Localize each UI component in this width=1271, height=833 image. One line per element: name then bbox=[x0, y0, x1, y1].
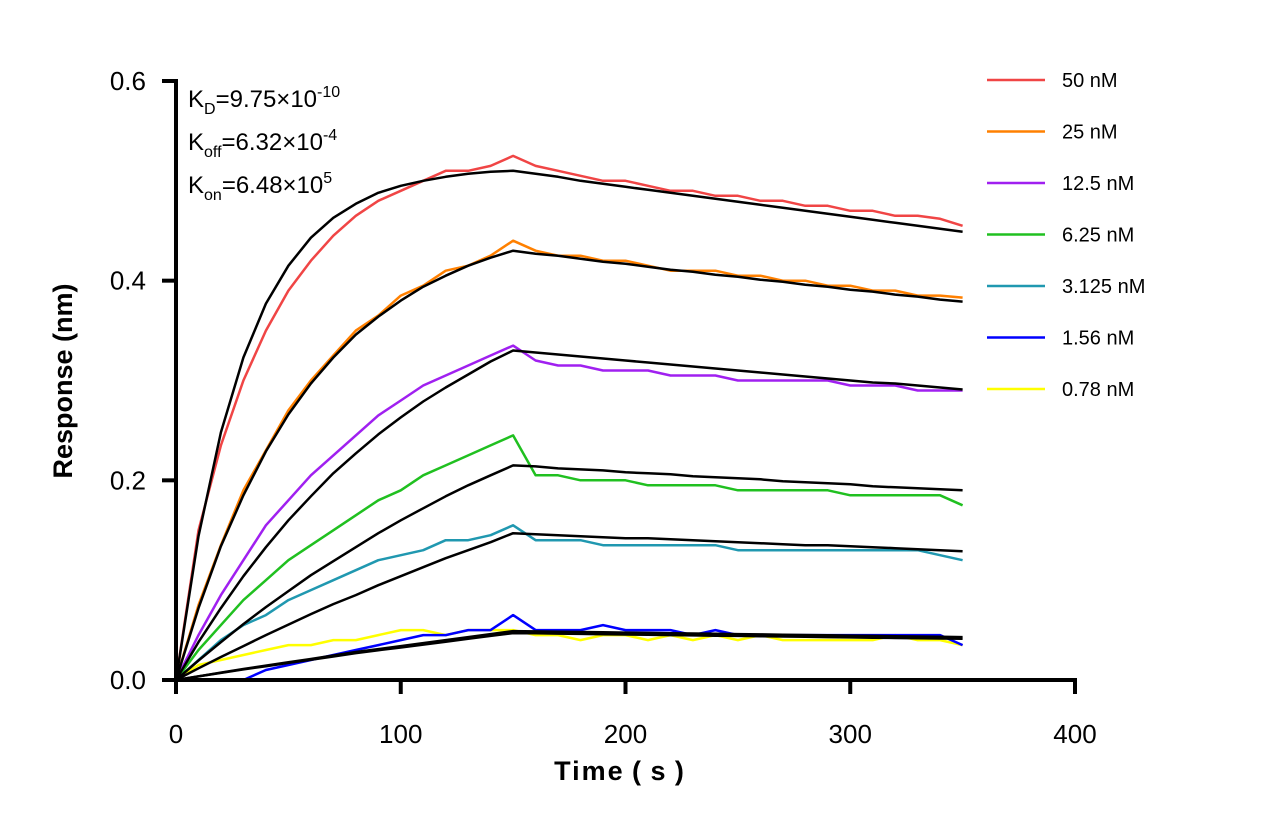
legend-label: 25 nM bbox=[1062, 122, 1118, 144]
x-tick-label: 200 bbox=[604, 719, 647, 749]
x-axis-label: Time ( s ) bbox=[554, 756, 686, 786]
kinetic-annotations: KD=9.75×10-10 Koff=6.32×10-4 Kon=6.48×10… bbox=[188, 84, 340, 204]
plot-area bbox=[174, 154, 964, 682]
fit-line-6_25-nM bbox=[175, 464, 963, 681]
series-line-3_125-nM bbox=[175, 524, 963, 681]
y-tick-label: 0.6 bbox=[110, 66, 146, 96]
y-tick-label: 0.4 bbox=[110, 266, 146, 296]
y-tick-label: 0.2 bbox=[110, 465, 146, 495]
fit-line-25-nM bbox=[174, 249, 963, 681]
series-line-50-nM bbox=[174, 154, 963, 681]
legend-label: 3.125 nM bbox=[1062, 276, 1145, 298]
fit-line-50-nM bbox=[174, 169, 963, 681]
legend-label: 1.56 nM bbox=[1062, 328, 1134, 350]
y-axis-label: Response (nm) bbox=[48, 283, 78, 478]
kd-annotation: KD=9.75×10-10 bbox=[188, 84, 340, 118]
legend: 50 nM 25 nM 12.5 nM 6.25 nM 3.125 nM 1.56 nM 0… bbox=[987, 70, 1145, 401]
legend-label: 6.25 nM bbox=[1062, 225, 1134, 247]
series-line-1_56-nM bbox=[176, 613, 964, 682]
legend-label: 50 nM bbox=[1062, 70, 1118, 92]
series-line-25-nM bbox=[174, 239, 963, 681]
legend-item: 25 nM bbox=[987, 122, 1118, 144]
x-tick-label: 0 bbox=[169, 719, 183, 749]
legend-item: 12.5 nM bbox=[987, 173, 1134, 195]
fit-line-3_125-nM bbox=[175, 531, 963, 682]
ticks: 0 100 200 300 400 0.0 0.2 0.4 0.6 bbox=[110, 66, 1097, 749]
legend-label: 0.78 nM bbox=[1062, 379, 1134, 401]
x-tick-label: 100 bbox=[379, 719, 422, 749]
fit-line-12_5-nM bbox=[174, 349, 963, 681]
legend-item: 3.125 nM bbox=[987, 276, 1145, 298]
legend-item: 0.78 nM bbox=[987, 379, 1134, 401]
fit-line-1_56-nM bbox=[175, 629, 963, 682]
legend-item: 1.56 nM bbox=[987, 328, 1134, 350]
koff-annotation: Koff=6.32×10-4 bbox=[188, 127, 337, 161]
series-line-12_5-nM bbox=[174, 344, 963, 681]
series-line-0_78-nM bbox=[175, 628, 963, 682]
legend-item: 6.25 nM bbox=[987, 225, 1134, 247]
series-line-6_25-nM bbox=[175, 434, 964, 681]
legend-label: 12.5 nM bbox=[1062, 173, 1134, 195]
legend-item: 50 nM bbox=[987, 70, 1118, 92]
y-tick-label: 0.0 bbox=[110, 665, 146, 695]
x-tick-label: 400 bbox=[1053, 719, 1096, 749]
kon-annotation: Kon=6.48×105 bbox=[188, 170, 332, 204]
x-tick-label: 300 bbox=[829, 719, 872, 749]
